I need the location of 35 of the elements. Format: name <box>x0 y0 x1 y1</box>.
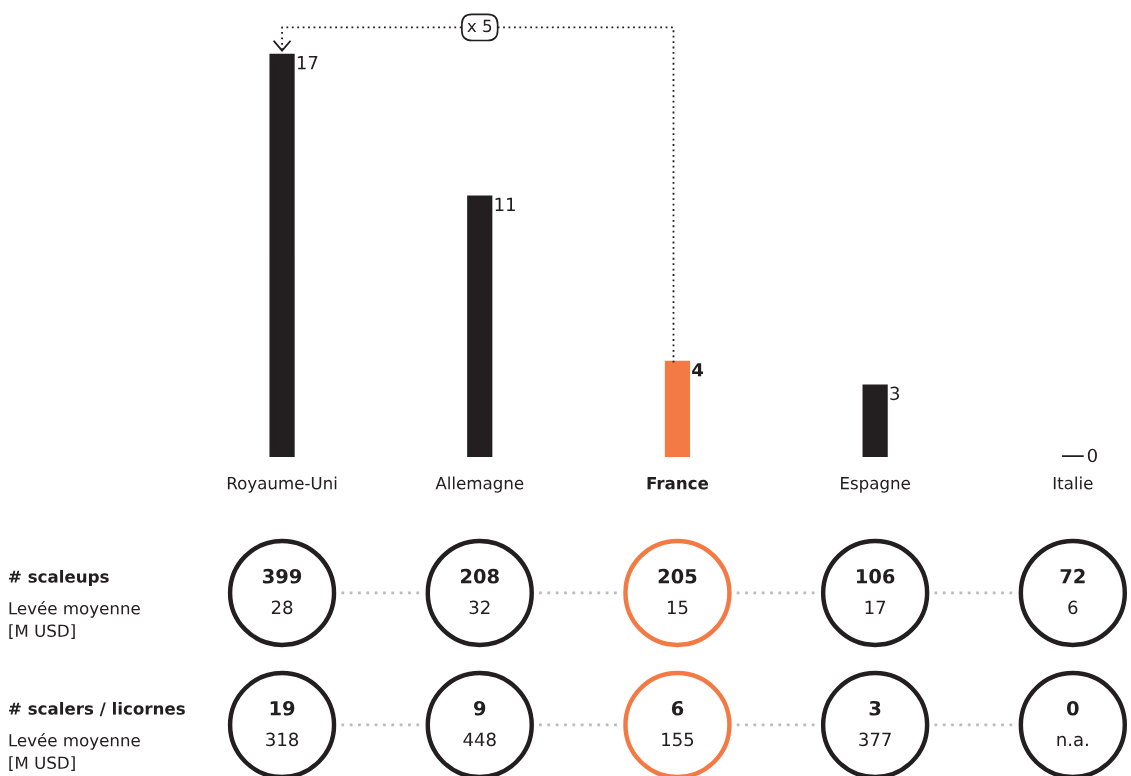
data-label: 208 <box>461 568 499 584</box>
data-label: 32 <box>469 600 490 615</box>
data-label: 318 <box>266 732 299 747</box>
y-tick-label: Levée moyenne [M USD] <box>9 601 140 639</box>
data-label: 205 <box>658 568 697 584</box>
data-label: 399 <box>263 568 302 584</box>
data-label: 17 <box>297 56 318 70</box>
annotation: n.a. <box>1057 735 1088 747</box>
x-tick-label: Allemagne <box>435 476 524 493</box>
data-label: 17 <box>865 600 886 614</box>
data-label: 0 <box>1066 700 1079 716</box>
data-label: 9 <box>474 700 486 716</box>
data-label: 3 <box>869 700 881 716</box>
data-label: 3 <box>890 386 900 401</box>
data-label: 15 <box>667 600 688 615</box>
data-label: 377 <box>859 732 891 747</box>
data-label: 28 <box>271 600 293 615</box>
x-tick-label: France <box>647 477 709 490</box>
data-label: 19 <box>270 700 295 716</box>
y-tick-label: Levée moyenne [M USD] <box>9 733 140 771</box>
x-tick-label: Italie <box>1053 476 1093 490</box>
data-label: 155 <box>662 732 694 747</box>
x-tick-label: Royaume-Uni <box>227 476 337 493</box>
data-label: 106 <box>857 568 895 584</box>
data-label: 4 <box>692 363 704 377</box>
data-label: 448 <box>463 732 496 747</box>
data-label: 0 <box>1087 448 1097 463</box>
data-label: 6 <box>671 700 684 716</box>
y-tick-label: # scalers / licornes <box>9 701 185 717</box>
data-label: 11 <box>495 197 515 211</box>
data-label: 6 <box>1068 600 1078 615</box>
text: x 5 <box>467 19 492 33</box>
data-label: 72 <box>1060 568 1085 584</box>
x-tick-label: Espagne <box>841 477 910 493</box>
y-tick-label: # scaleups <box>9 569 109 587</box>
